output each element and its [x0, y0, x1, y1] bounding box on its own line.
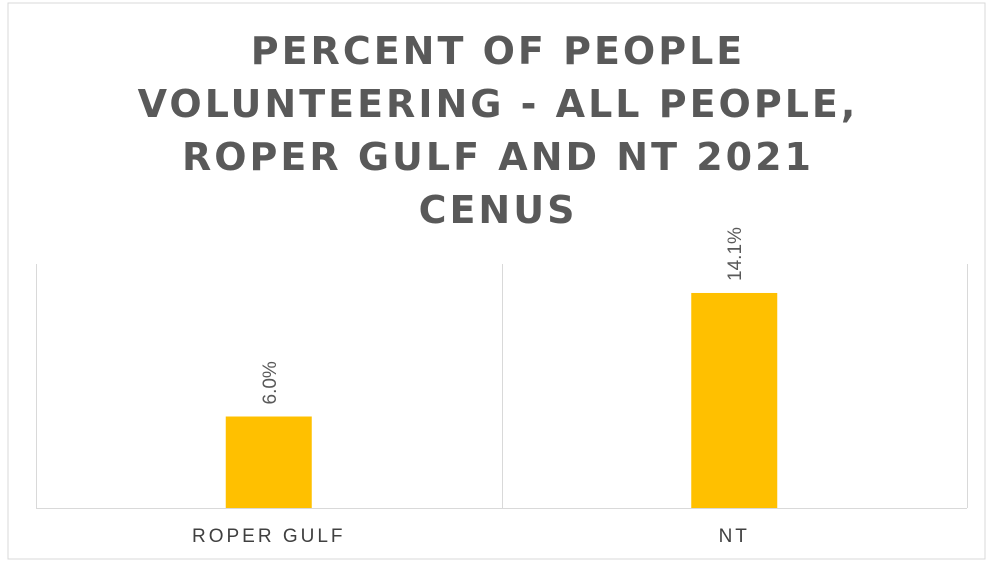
data-label-roper-gulf: 6.0%: [260, 361, 281, 404]
category-label-roper-gulf: ROPER GULF: [192, 526, 346, 547]
chart-title-line-1: PERCENT OF PEOPLE: [251, 29, 746, 73]
chart-title-line-2: VOLUNTEERING - ALL PEOPLE,: [138, 82, 859, 126]
chart-title-line-4: CENUS: [419, 188, 578, 232]
bar-series: [225, 292, 778, 508]
chart-title-line-3: ROPER GULF AND NT 2021: [182, 135, 814, 179]
category-axis: ROPER GULF NT: [192, 526, 750, 547]
plot-grid: [36, 264, 968, 509]
category-label-nt: NT: [719, 526, 750, 547]
bar-roper-gulf: [225, 416, 312, 508]
bar-nt: [691, 292, 778, 508]
chart-title: PERCENT OF PEOPLE VOLUNTEERING - ALL PEO…: [138, 29, 859, 232]
chart-border: [7, 2, 986, 560]
data-label-nt: 14.1%: [725, 227, 746, 281]
data-labels: 6.0% 14.1%: [260, 227, 747, 405]
